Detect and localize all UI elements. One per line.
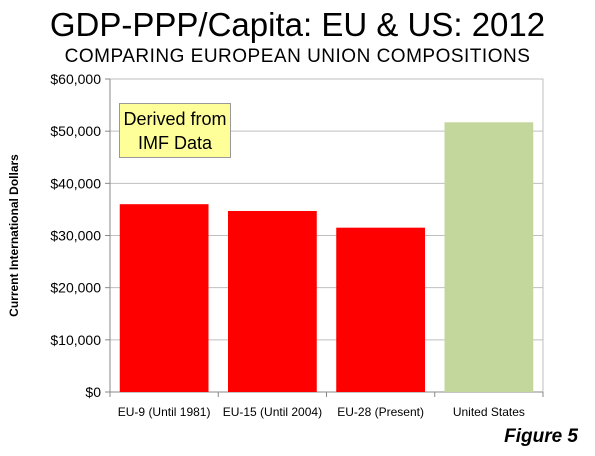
y-tick-label: $40,000 (50, 175, 101, 191)
source-note: Derived from IMF Data (119, 103, 231, 158)
bar (336, 227, 426, 392)
y-tick-label: $10,000 (50, 332, 101, 348)
bar (119, 204, 209, 392)
y-tick-label: $30,000 (50, 228, 101, 244)
x-tick-label: EU-9 (Until 1981) (118, 405, 211, 419)
source-note-line-2: IMF Data (137, 133, 212, 153)
figure-label: Figure 5 (504, 426, 578, 447)
y-axis-label: Current International Dollars (7, 154, 21, 317)
source-note-line-1: Derived from (123, 109, 227, 129)
bar (444, 122, 534, 392)
y-tick-label: $0 (85, 384, 101, 400)
bar (227, 210, 317, 392)
chart-title: GDP-PPP/Capita: EU & US: 2012 (49, 6, 546, 43)
y-tick-label: $20,000 (50, 280, 101, 296)
x-tick-label: EU-28 (Present) (337, 405, 424, 419)
y-tick-label: $50,000 (50, 123, 101, 139)
y-tick-label: $60,000 (50, 71, 101, 87)
x-tick-label: EU-15 (Until 2004) (223, 405, 322, 419)
x-tick-label: United States (453, 405, 525, 419)
chart-subtitle: COMPARING EUROPEAN UNION COMPOSITIONS (64, 46, 531, 67)
